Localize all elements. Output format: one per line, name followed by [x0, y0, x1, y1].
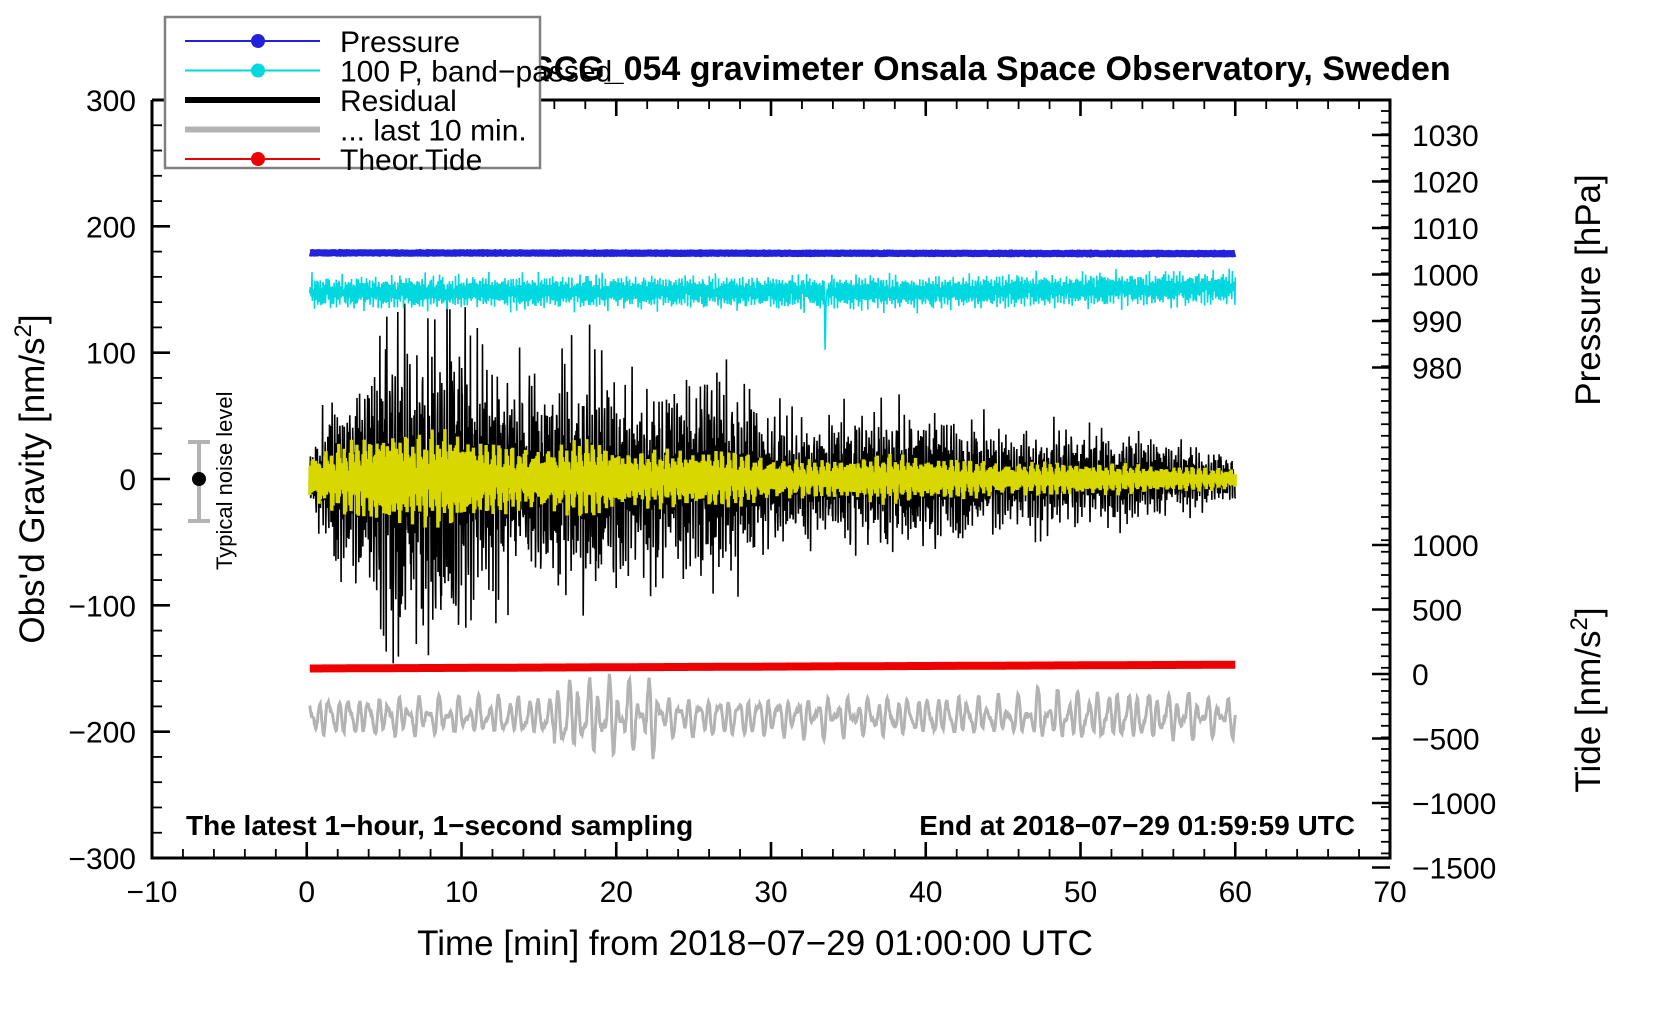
x-tick-label: 20 [600, 876, 633, 909]
y-tick-label: 100 [86, 338, 136, 371]
tide-tick-label: −500 [1412, 724, 1480, 757]
series-residual-filtered [308, 429, 1237, 528]
pressure-tick-label: 980 [1412, 353, 1462, 386]
y-left-axis-tick-labels: 300 200 100 0 −100 −200 −300 [68, 85, 136, 876]
y-tick-label: −100 [68, 590, 136, 623]
x-tick-label: 70 [1373, 876, 1406, 909]
sampling-note: The latest 1−hour, 1−second sampling [186, 810, 693, 841]
x-tick-label: 40 [909, 876, 942, 909]
y-left-axis-title-text: Obs'd Gravity [nm/s [13, 337, 52, 643]
legend-marker [251, 63, 265, 78]
pressure-axis-title: Pressure [hPa] [1569, 174, 1608, 406]
y-tick-label: −300 [68, 843, 136, 876]
tide-axis-tick-labels: 1000 500 0 −500 −1000 −1500 [1412, 530, 1496, 886]
tide-tick-label: −1000 [1412, 788, 1496, 821]
data-traces [308, 248, 1237, 760]
legend-label: 100 P, band−passed [340, 56, 612, 89]
legend-marker [251, 34, 265, 48]
pressure-tick-label: 990 [1412, 306, 1462, 339]
series-pressure [308, 248, 1237, 258]
x-axis-title: Time [min] from 2018−07−29 01:00:00 UTC [417, 924, 1093, 963]
pressure-tick-label: 1030 [1412, 120, 1479, 153]
y-right-axis-ticks [1372, 110, 1390, 869]
end-time-note: End at 2018−07−29 01:59:59 UTC [919, 810, 1355, 841]
y-tick-label: 0 [119, 464, 136, 497]
y-left-axis-title: Obs'd Gravity [nm/s2] [10, 314, 53, 643]
x-tick-label: 30 [754, 876, 787, 909]
noise-level-marker [188, 440, 210, 523]
x-tick-label: 50 [1064, 876, 1097, 909]
x-axis-tick-labels: −10 0 10 20 30 40 50 60 70 [127, 876, 1407, 909]
x-axis-ticks [150, 100, 1392, 858]
series-theoretical-tide [309, 660, 1236, 673]
series-last-10-min [308, 673, 1237, 760]
y-tick-label: 200 [86, 211, 136, 244]
tide-tick-label: 0 [1412, 659, 1429, 692]
legend-label: ... last 10 min. [340, 115, 527, 148]
tide-axis-title: Tide [nm/s2] [1566, 607, 1609, 792]
legend-label: Pressure [340, 26, 460, 59]
tide-tick-label: 500 [1412, 595, 1462, 628]
legend-marker [251, 152, 265, 166]
noise-level-label: Typical noise level [212, 391, 237, 570]
legend-label: Residual [340, 85, 457, 118]
pressure-tick-label: 1020 [1412, 167, 1479, 200]
x-tick-label: −10 [127, 876, 178, 909]
page-title: SCG_054 gravimeter Onsala Space Observat… [531, 50, 1451, 88]
legend-label: Theor.Tide [340, 144, 482, 177]
x-tick-label: 60 [1219, 876, 1252, 909]
pressure-tick-label: 1010 [1412, 213, 1479, 246]
pressure-tick-label: 1000 [1412, 260, 1479, 293]
y-tick-label: 300 [86, 85, 136, 118]
y-left-axis-ticks [152, 98, 170, 860]
tide-tick-label: −1500 [1412, 853, 1496, 886]
tide-tick-label: 1000 [1412, 530, 1479, 563]
y-tick-label: −200 [68, 717, 136, 750]
x-tick-label: 0 [298, 876, 315, 909]
series-pressure-bandpassed [309, 268, 1237, 350]
legend-box [163, 15, 542, 170]
x-tick-label: 10 [445, 876, 478, 909]
pressure-axis-tick-labels: 1030 1020 1010 1000 990 980 [1412, 120, 1479, 386]
